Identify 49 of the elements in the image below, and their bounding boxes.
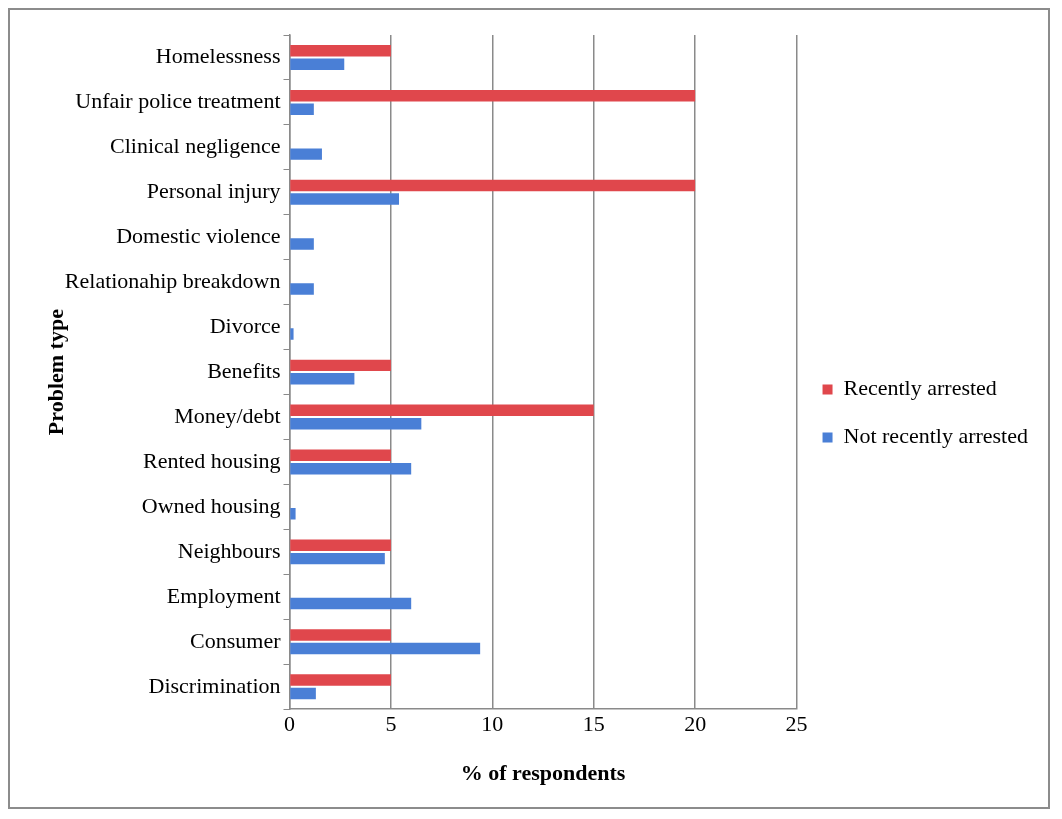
y-tick-label: Personal injury bbox=[146, 178, 281, 204]
x-tick-label: 20 bbox=[684, 711, 707, 737]
bar bbox=[290, 687, 316, 700]
x-tick-label: 15 bbox=[582, 711, 605, 737]
y-tick-label: Rented housing bbox=[143, 447, 281, 473]
bar bbox=[290, 674, 391, 686]
bar bbox=[290, 148, 322, 160]
y-axis-title: Problem type bbox=[42, 308, 68, 436]
x-axis-title: % of respondents bbox=[460, 760, 626, 786]
bar bbox=[290, 463, 412, 475]
bar bbox=[290, 328, 294, 340]
bar bbox=[290, 103, 314, 115]
bar bbox=[290, 449, 391, 461]
y-tick-label: Consumer bbox=[190, 627, 282, 653]
x-tick-label: 10 bbox=[481, 711, 504, 737]
legend-label: Not recently arrested bbox=[843, 423, 1028, 449]
bar bbox=[290, 507, 296, 520]
bar bbox=[290, 238, 314, 250]
y-tick-label: Money/debt bbox=[174, 402, 281, 428]
bar bbox=[290, 45, 391, 57]
bar bbox=[290, 404, 594, 417]
y-tick-label: Employment bbox=[166, 582, 281, 608]
bar bbox=[290, 373, 355, 385]
bar bbox=[290, 629, 391, 641]
bar bbox=[290, 418, 422, 430]
bar bbox=[290, 359, 391, 372]
y-tick-label: Owned housing bbox=[141, 492, 281, 518]
y-tick-label: Relationahip breakdown bbox=[64, 267, 281, 293]
bar bbox=[290, 642, 481, 655]
bar bbox=[290, 179, 696, 192]
x-tick-label: 25 bbox=[785, 711, 808, 737]
bar bbox=[290, 193, 400, 205]
bar bbox=[290, 283, 314, 295]
y-tick-label: Benefits bbox=[207, 357, 281, 383]
x-tick-label: 0 bbox=[284, 711, 295, 737]
bar bbox=[290, 58, 345, 70]
bar bbox=[290, 552, 385, 565]
legend-label: Recently arrested bbox=[843, 375, 997, 401]
y-tick-label: Homelessness bbox=[155, 43, 281, 69]
y-tick-label: Unfair police treatment bbox=[75, 88, 281, 114]
bar bbox=[290, 89, 696, 102]
y-tick-label: Domestic violence bbox=[116, 223, 281, 249]
y-tick-label: Divorce bbox=[209, 312, 281, 338]
bar bbox=[290, 597, 412, 610]
y-tick-label: Clinical negligence bbox=[110, 133, 281, 159]
y-tick-label: Neighbours bbox=[177, 537, 281, 563]
bar bbox=[290, 539, 391, 551]
x-tick-label: 5 bbox=[385, 711, 397, 737]
y-tick-label: Discrimination bbox=[148, 672, 281, 698]
